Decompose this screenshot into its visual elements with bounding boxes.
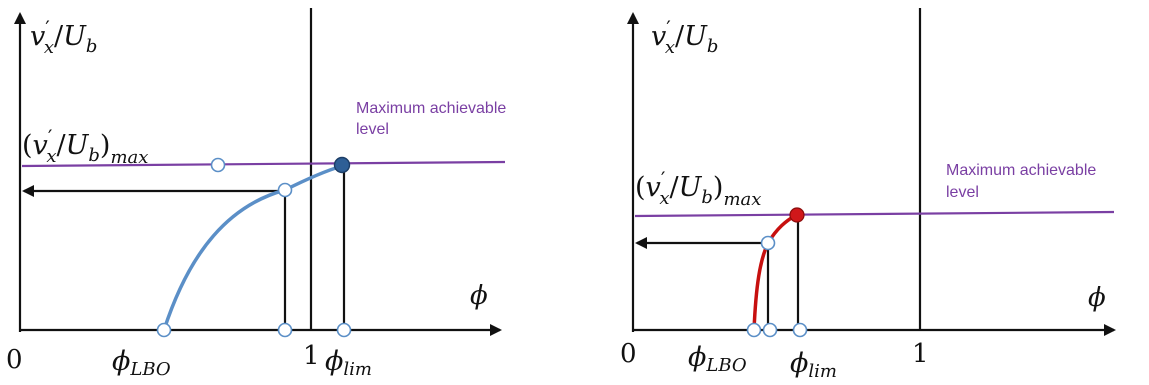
left-phi-marker (277, 322, 293, 338)
right-lbo-label: ϕLBO (688, 342, 747, 376)
left-max-label: (v′ x/Ub)max (22, 125, 148, 168)
left-limit-point-icon (333, 156, 351, 174)
left-panel: v′ x/Ub (v′ x/Ub)max Maximum achievable le… (6, 8, 506, 380)
left-x-axis-label: ϕ (470, 281, 488, 311)
left-lbo-label: ϕLBO (112, 346, 171, 380)
left-y-axis-label: v′ x/Ub (30, 16, 97, 58)
right-lim-marker (792, 322, 808, 338)
right-max-label: (v′ x/Ub)max (635, 167, 761, 210)
left-response-curve (162, 164, 343, 331)
left-lim-marker (336, 322, 352, 338)
right-curve-point-marker (760, 235, 776, 251)
right-phi-marker (762, 322, 778, 338)
right-lim-label: ϕlim (790, 348, 837, 382)
right-one-label: 1 (912, 339, 929, 369)
left-lim-label: ϕlim (325, 346, 372, 380)
right-origin-label: 0 (620, 339, 637, 369)
left-one-label: 1 (303, 341, 320, 371)
right-limit-point-icon (789, 207, 805, 223)
right-lbo-marker (746, 322, 762, 338)
left-curve-point-marker (277, 182, 293, 198)
left-lbo-marker (156, 322, 172, 338)
right-x-axis-label: ϕ (1088, 283, 1106, 313)
right-panel: v′ x/Ub (v′ x/Ub)max Maximum achievable le… (620, 8, 1116, 382)
left-annotation-line1: Maximum achievable (356, 100, 506, 117)
right-response-curve (752, 213, 797, 331)
right-max-level-line (634, 210, 1115, 218)
right-annotation-line1: Maximum achievable (946, 162, 1096, 179)
left-annotation-line2: level (356, 121, 389, 138)
left-max-label-marker (210, 157, 226, 173)
left-origin-label: 0 (6, 345, 23, 375)
left-max-level-line (21, 160, 506, 168)
right-annotation-line2: level (946, 184, 979, 201)
right-y-axis-label: v′ x/Ub (651, 16, 718, 58)
